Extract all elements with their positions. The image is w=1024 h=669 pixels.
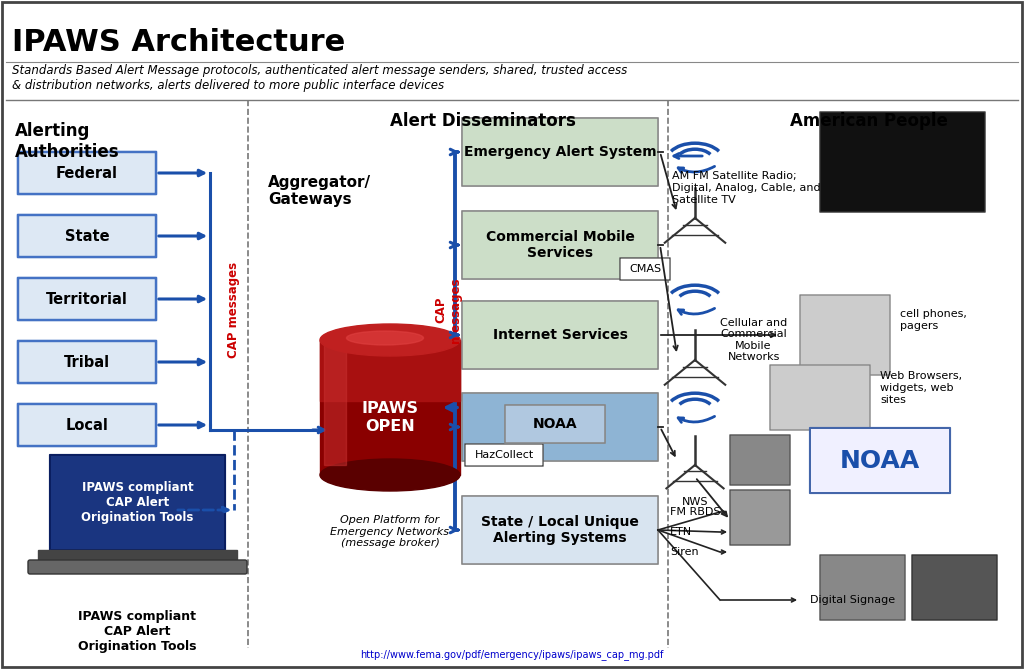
FancyBboxPatch shape	[770, 365, 870, 430]
FancyBboxPatch shape	[730, 490, 790, 545]
Text: Cellular and
Commercial
Mobile
Networks: Cellular and Commercial Mobile Networks	[720, 318, 787, 363]
Text: NOAA: NOAA	[532, 417, 578, 431]
Text: IPAWS
OPEN: IPAWS OPEN	[361, 401, 419, 434]
Text: Digital Signage: Digital Signage	[810, 595, 895, 605]
Text: State: State	[65, 229, 110, 244]
FancyBboxPatch shape	[800, 295, 890, 375]
Text: Standards Based Alert Message protocols, authenticated alert message senders, sh: Standards Based Alert Message protocols,…	[12, 64, 628, 92]
FancyBboxPatch shape	[18, 341, 156, 383]
FancyBboxPatch shape	[462, 496, 658, 564]
Text: NOAA: NOAA	[538, 420, 583, 434]
FancyBboxPatch shape	[912, 555, 997, 620]
Bar	[319, 340, 460, 475]
Text: Local: Local	[66, 417, 109, 432]
Text: Aggregator/
Gateways: Aggregator/ Gateways	[268, 175, 371, 207]
FancyBboxPatch shape	[820, 555, 905, 620]
Ellipse shape	[319, 459, 460, 491]
Text: IPAWS compliant
CAP Alert
Origination Tools: IPAWS compliant CAP Alert Origination To…	[78, 610, 197, 653]
Text: FM RBDS: FM RBDS	[670, 507, 721, 517]
FancyBboxPatch shape	[28, 560, 247, 574]
Text: NOAA: NOAA	[840, 448, 921, 472]
Text: Web Browsers,
widgets, web
sites: Web Browsers, widgets, web sites	[880, 371, 963, 405]
FancyBboxPatch shape	[810, 428, 950, 493]
Text: HazCollect: HazCollect	[474, 450, 534, 460]
FancyBboxPatch shape	[18, 278, 156, 320]
Text: Commercial Mobile
Services: Commercial Mobile Services	[485, 230, 635, 260]
Text: Tribal: Tribal	[63, 355, 110, 369]
Text: Alerting
Authorities: Alerting Authorities	[15, 122, 120, 161]
Text: NWS: NWS	[682, 497, 709, 507]
FancyBboxPatch shape	[730, 435, 790, 485]
FancyBboxPatch shape	[18, 215, 156, 257]
Text: Alert Disseminators: Alert Disseminators	[390, 112, 575, 130]
Text: CMAS: CMAS	[629, 264, 662, 274]
FancyBboxPatch shape	[50, 455, 225, 550]
Text: Territorial: Territorial	[46, 292, 128, 306]
Text: Siren: Siren	[670, 547, 698, 557]
Text: cell phones,
pagers: cell phones, pagers	[900, 309, 967, 330]
Text: Open Platform for
Emergency Networks
(message broker): Open Platform for Emergency Networks (me…	[331, 515, 450, 548]
Text: IPAWS compliant
CAP Alert
Origination Tools: IPAWS compliant CAP Alert Origination To…	[81, 481, 194, 524]
Ellipse shape	[319, 324, 460, 356]
Text: Internet Services: Internet Services	[493, 328, 628, 342]
Text: Emergency Alert System: Emergency Alert System	[464, 145, 656, 159]
Text: ETN: ETN	[670, 527, 692, 537]
Text: http://www.fema.gov/pdf/emergency/ipaws/ipaws_cap_mg.pdf: http://www.fema.gov/pdf/emergency/ipaws/…	[360, 650, 664, 660]
Bar	[324, 345, 346, 465]
FancyBboxPatch shape	[18, 152, 156, 194]
FancyBboxPatch shape	[820, 112, 985, 212]
FancyBboxPatch shape	[462, 393, 658, 461]
FancyBboxPatch shape	[620, 258, 670, 280]
Text: CAP messages: CAP messages	[227, 262, 241, 358]
Text: State / Local Unique
Alerting Systems: State / Local Unique Alerting Systems	[481, 515, 639, 545]
FancyBboxPatch shape	[462, 301, 658, 369]
Text: AM FM Satellite Radio;
Digital, Analog, Cable, and
Satellite TV: AM FM Satellite Radio; Digital, Analog, …	[672, 171, 820, 205]
FancyBboxPatch shape	[462, 211, 658, 279]
FancyBboxPatch shape	[505, 405, 605, 443]
Text: CAP
messages: CAP messages	[434, 277, 462, 343]
Text: American People: American People	[790, 112, 948, 130]
Text: IPAWS Architecture: IPAWS Architecture	[12, 27, 345, 56]
FancyBboxPatch shape	[462, 118, 658, 186]
FancyBboxPatch shape	[465, 444, 543, 466]
Bar	[38, 550, 237, 562]
Bar	[319, 340, 460, 401]
Ellipse shape	[346, 331, 424, 345]
FancyBboxPatch shape	[18, 404, 156, 446]
Text: Federal: Federal	[56, 165, 118, 181]
